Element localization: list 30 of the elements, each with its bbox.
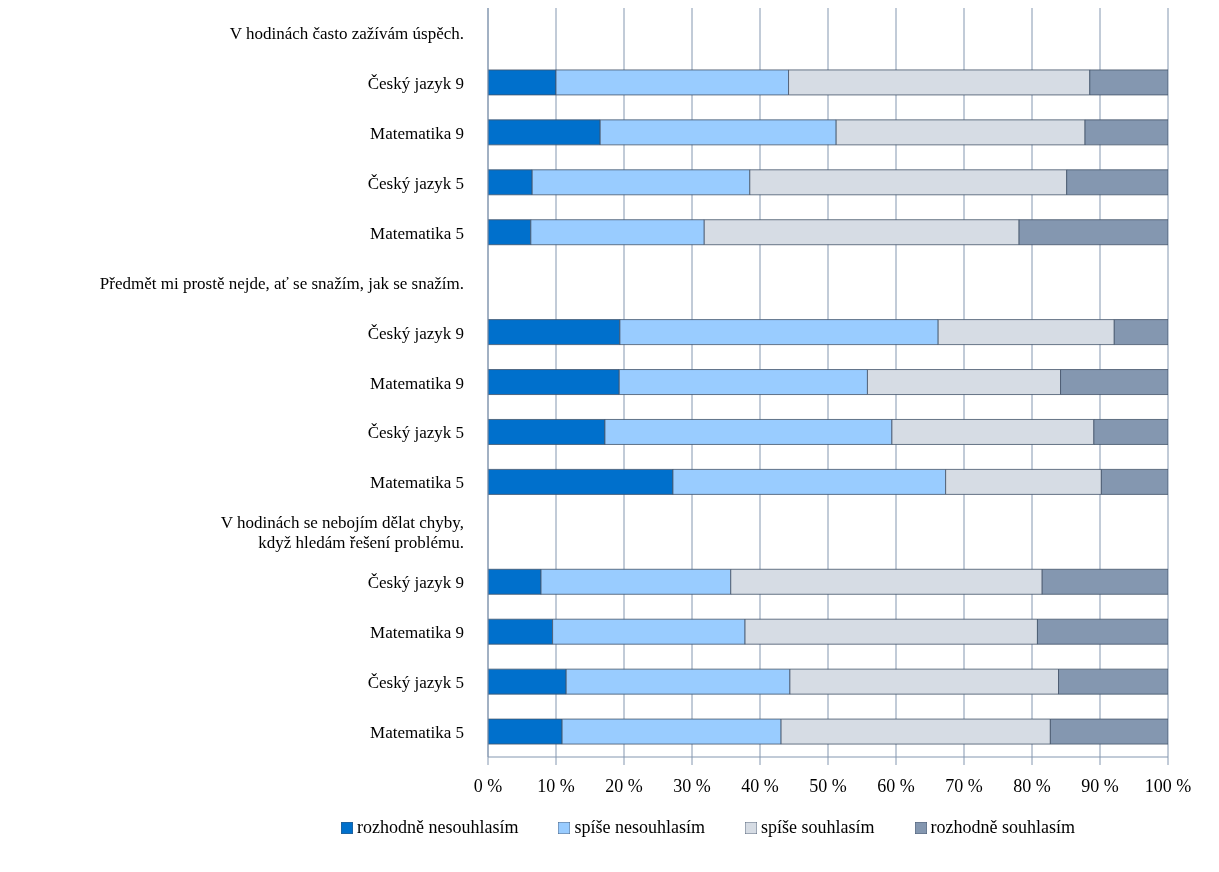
legend-label: rozhodně nesouhlasím: [356, 817, 519, 838]
y-tick-label: Matematika 9: [370, 123, 464, 143]
y-tick-label: Český jazyk 5: [367, 672, 464, 692]
y-tick-label: Předmět mi prostě nejde, ať se snažím, jak se snažím.: [99, 273, 464, 293]
y-tick-label: Matematika 9: [370, 622, 464, 642]
x-tick-label: 70 %: [945, 775, 983, 796]
y-tick-label: Český jazyk 9: [367, 572, 464, 592]
y-tick-label: V hodinách se nebojím dělat chyby, když hledám řešení problému.: [220, 512, 464, 552]
y-tick-label: Matematika 5: [370, 472, 464, 492]
y-tick-label: Český jazyk 5: [367, 422, 464, 442]
legend-label: spíše nesouhlasím: [573, 817, 705, 838]
y-tick-label: Matematika 5: [370, 722, 464, 742]
x-tick-label: 90 %: [1081, 775, 1119, 796]
x-tick-label: 100 %: [1144, 775, 1192, 796]
y-tick-label: Český jazyk 9: [367, 323, 464, 343]
x-tick-label: 40 %: [741, 775, 779, 796]
legend-label: spíše souhlasím: [760, 817, 875, 838]
x-tick-label: 80 %: [1013, 775, 1051, 796]
y-tick-label: V hodinách často zažívám úspěch.: [229, 23, 464, 43]
legend-label: rozhodně souhlasím: [929, 817, 1075, 838]
y-tick-label: Matematika 9: [370, 373, 464, 392]
x-tick-label: 0 %: [473, 775, 503, 796]
x-tick-label: 30 %: [673, 775, 711, 796]
y-tick-label: Český jazyk 5: [367, 173, 464, 193]
y-tick-label: Český jazyk 9: [367, 73, 464, 93]
x-tick-label: 10 %: [537, 775, 575, 796]
x-tick-label: 50 %: [809, 775, 847, 796]
y-tick-label: Matematika 5: [370, 223, 464, 243]
x-tick-label: 60 %: [877, 775, 915, 796]
x-tick-label: 20 %: [605, 775, 643, 796]
